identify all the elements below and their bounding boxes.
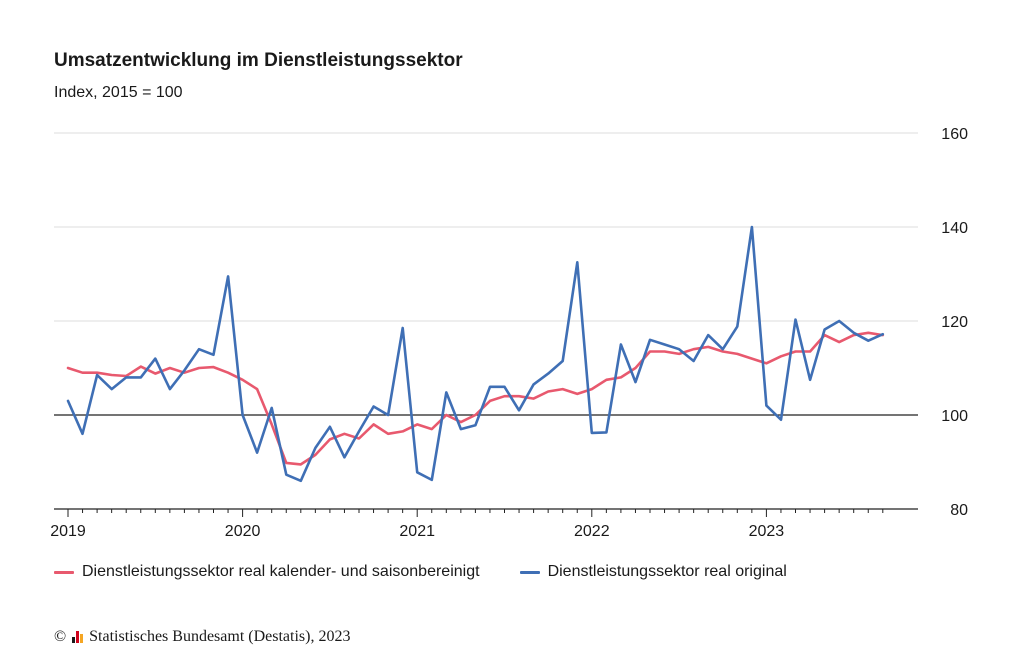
destatis-logo-icon (72, 631, 84, 643)
y-tick-label: 100 (941, 408, 968, 425)
x-tick-label: 2021 (399, 523, 435, 540)
source-text: Statistisches Bundesamt (Destatis), 2023 (89, 628, 351, 645)
chart-title: Umsatzentwicklung im Dienstleistungssekt… (54, 50, 463, 71)
legend-item-seasonally-adjusted[interactable]: Dienstleistungssektor real kalender- und… (54, 563, 480, 581)
series-lines (66, 225, 885, 483)
series-line-original (66, 225, 885, 483)
legend-item-original[interactable]: Dienstleistungssektor real original (519, 563, 787, 581)
y-tick-label: 140 (941, 220, 968, 237)
x-tick-label: 2020 (225, 523, 261, 540)
x-tick-label: 2022 (574, 523, 610, 540)
legend-label: Dienstleistungssektor real kalender- und… (82, 563, 480, 580)
x-axis: 2019 2020 2021 2022 2023 (50, 508, 918, 540)
series-line-seasonally-adjusted (66, 331, 885, 466)
copyright-symbol: © (54, 628, 67, 645)
legend: Dienstleistungssektor real kalender- und… (54, 563, 827, 581)
chart-subtitle: Index, 2015 = 100 (54, 84, 183, 101)
line-chart: 2019 2020 2021 2022 2023 80 100 120 140 160 (50, 126, 968, 540)
y-axis-labels: 80 100 120 140 160 (941, 126, 968, 519)
y-tick-label: 120 (941, 314, 968, 331)
x-tick-label: 2019 (50, 523, 86, 540)
legend-swatch-red (54, 570, 74, 574)
y-tick-label: 80 (950, 502, 968, 519)
y-tick-label: 160 (941, 126, 968, 143)
legend-label: Dienstleistungssektor real original (547, 563, 787, 580)
legend-swatch-blue (519, 570, 540, 574)
x-tick-label: 2023 (749, 523, 785, 540)
source-credit: © Statistisches Bundesamt (Destatis), 20… (54, 628, 350, 646)
gridlines (54, 132, 918, 416)
